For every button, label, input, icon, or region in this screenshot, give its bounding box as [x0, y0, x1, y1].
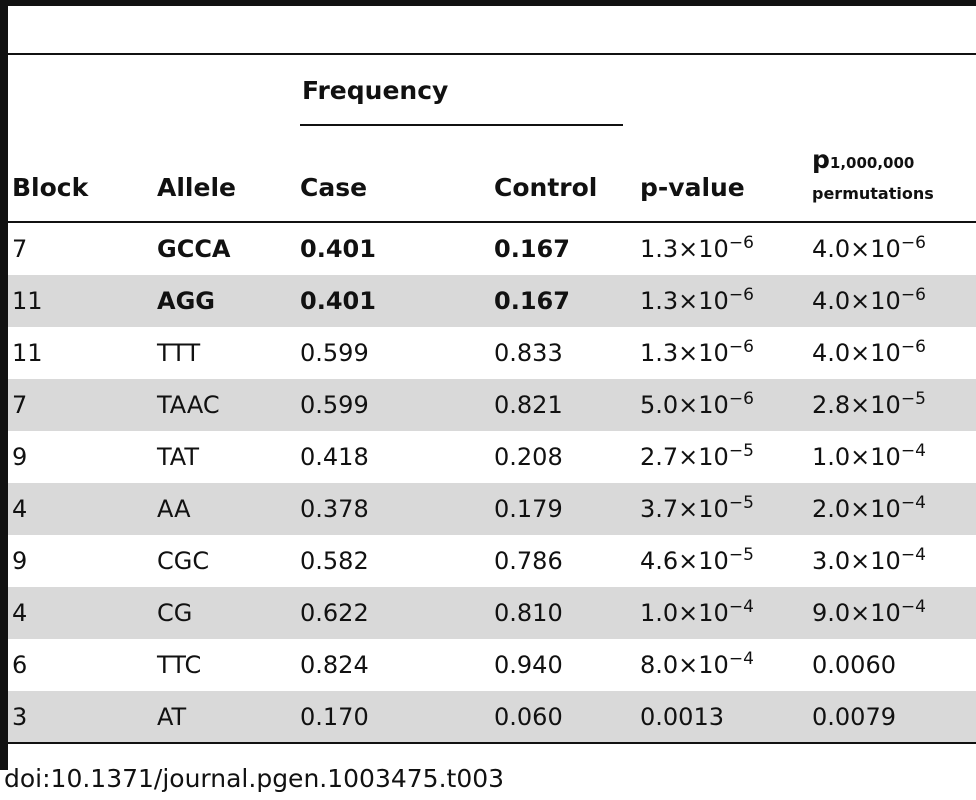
cell-allele: AT	[157, 703, 187, 731]
cell-block: 7	[12, 235, 28, 263]
table-row: 7 GCCA 0.401 0.167 1.3×10−6 4.0×10−6	[8, 223, 976, 275]
cell-control: 0.179	[494, 495, 563, 523]
table-row: 9 CGC 0.582 0.786 4.6×10−5 3.0×10−4	[8, 535, 976, 587]
cell-control: 0.167	[494, 287, 570, 315]
cell-case: 0.599	[300, 339, 369, 367]
table-body: 7 GCCA 0.401 0.167 1.3×10−6 4.0×10−6 11 AGG 0.40…	[8, 223, 976, 743]
cell-case: 0.599	[300, 391, 369, 419]
table-row: 7 TAAC 0.599 0.821 5.0×10−6 2.8×10−5	[8, 379, 976, 431]
doi-caption: doi:10.1371/journal.pgen.1003475.t003	[4, 764, 505, 793]
cell-case: 0.622	[300, 599, 369, 627]
table-row: 9 TAT 0.418 0.208 2.7×10−5 1.0×10−4	[8, 431, 976, 483]
cell-perm: 1.0×10−4	[812, 441, 926, 472]
cell-control: 0.786	[494, 547, 563, 575]
cell-pvalue: 8.0×10−4	[640, 649, 754, 680]
cell-block: 4	[12, 495, 28, 523]
cell-block: 4	[12, 599, 28, 627]
col-header-block: Block	[12, 173, 89, 202]
cell-control: 0.833	[494, 339, 563, 367]
cell-allele: TTC	[157, 651, 202, 679]
cell-pvalue: 4.6×10−5	[640, 545, 754, 576]
cell-perm: 4.0×10−6	[812, 233, 926, 264]
header-top-rule	[8, 53, 976, 55]
cell-case: 0.401	[300, 287, 376, 315]
col-header-control: Control	[494, 173, 598, 202]
cell-control: 0.208	[494, 443, 563, 471]
cell-case: 0.378	[300, 495, 369, 523]
cell-pvalue: 1.0×10−4	[640, 597, 754, 628]
cell-case: 0.418	[300, 443, 369, 471]
cell-perm: 2.8×10−5	[812, 389, 926, 420]
cell-perm: 4.0×10−6	[812, 285, 926, 316]
table-row: 4 AA 0.378 0.179 3.7×10−5 2.0×10−4	[8, 483, 976, 535]
frequency-group-rule	[300, 124, 623, 126]
cell-allele: TAT	[157, 443, 200, 471]
top-rule	[8, 0, 976, 6]
cell-control: 0.167	[494, 235, 570, 263]
table-row: 11 AGG 0.401 0.167 1.3×10−6 4.0×10−6	[8, 275, 976, 327]
cell-perm: 0.0060	[812, 651, 896, 679]
cell-perm: 9.0×10−4	[812, 597, 926, 628]
cell-pvalue: 2.7×10−5	[640, 441, 754, 472]
cell-pvalue: 1.3×10−6	[640, 285, 754, 316]
cell-allele: TAAC	[157, 391, 220, 419]
perm-label: permutations	[812, 184, 934, 203]
col-header-case: Case	[300, 173, 368, 202]
table-row: 4 CG 0.622 0.810 1.0×10−4 9.0×10−4	[8, 587, 976, 639]
cell-allele: GCCA	[157, 235, 231, 263]
cell-control: 0.810	[494, 599, 563, 627]
table-row: 3 AT 0.170 0.060 0.0013 0.0079	[8, 691, 976, 743]
cell-block: 9	[12, 443, 28, 471]
col-header-pvalue: p-value	[640, 173, 745, 202]
cell-perm: 3.0×10−4	[812, 545, 926, 576]
cell-allele: CGC	[157, 547, 210, 575]
cell-pvalue: 3.7×10−5	[640, 493, 754, 524]
cell-block: 9	[12, 547, 28, 575]
cell-pvalue: 5.0×10−6	[640, 389, 754, 420]
cell-perm: 4.0×10−6	[812, 337, 926, 368]
cell-allele: CG	[157, 599, 193, 627]
cell-block: 3	[12, 703, 28, 731]
perm-p-symbol: p	[812, 145, 830, 174]
cell-case: 0.824	[300, 651, 369, 679]
cell-case: 0.582	[300, 547, 369, 575]
header-bottom-rule	[8, 221, 976, 223]
table-row: 11 TTT 0.599 0.833 1.3×10−6 4.0×10−6	[8, 327, 976, 379]
table-bottom-rule	[8, 742, 976, 744]
perm-p-subscript: 1,000,000	[829, 154, 915, 172]
cell-pvalue: 1.3×10−6	[640, 337, 754, 368]
cell-case: 0.401	[300, 235, 376, 263]
cell-allele: TTT	[157, 339, 201, 367]
cell-perm: 0.0079	[812, 703, 896, 731]
cell-allele: AGG	[157, 287, 215, 315]
cell-block: 11	[12, 287, 43, 315]
cell-pvalue: 0.0013	[640, 703, 724, 731]
cell-control: 0.940	[494, 651, 563, 679]
col-header-allele: Allele	[157, 173, 236, 202]
cell-block: 11	[12, 339, 43, 367]
cell-block: 7	[12, 391, 28, 419]
cell-control: 0.821	[494, 391, 563, 419]
col-header-permutation-p: p1,000,000 permutations	[812, 146, 934, 205]
cell-block: 6	[12, 651, 28, 679]
cell-allele: AA	[157, 495, 191, 523]
cell-case: 0.170	[300, 703, 369, 731]
left-border	[0, 0, 8, 770]
cell-pvalue: 1.3×10−6	[640, 233, 754, 264]
cell-control: 0.060	[494, 703, 563, 731]
frequency-group-header: Frequency	[302, 76, 449, 105]
cell-perm: 2.0×10−4	[812, 493, 926, 524]
table-row: 6 TTC 0.824 0.940 8.0×10−4 0.0060	[8, 639, 976, 691]
